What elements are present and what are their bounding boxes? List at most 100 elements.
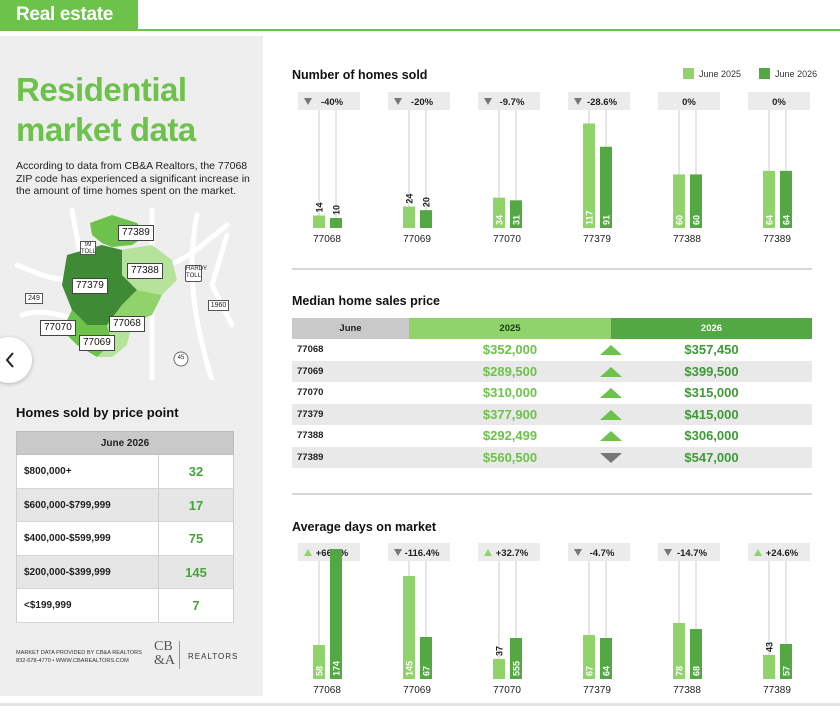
zip-cell: 77388 <box>297 430 324 441</box>
x-tick-label: 77389 <box>763 234 791 245</box>
bar-group-77068: -40% 14 10 77068 <box>298 92 360 245</box>
x-tick-label: 77389 <box>763 685 791 696</box>
down-arrow-icon <box>664 549 672 556</box>
bar-value-label: 60 <box>692 215 702 225</box>
change-badge <box>478 543 540 561</box>
price-2026-cell: $415,000 <box>684 406 739 422</box>
table-row: 77388 $292,499 $306,000 <box>292 425 812 447</box>
bar-2025-77070 <box>493 197 505 228</box>
map-label-77068: 77068 <box>109 316 145 332</box>
section-divider <box>292 493 812 495</box>
bar-2026-77388 <box>690 174 702 228</box>
hardy-toll-sign: HARDY TOLL <box>185 265 207 282</box>
section-divider <box>292 268 812 270</box>
price-range: $600,000-$799,999 <box>17 488 159 521</box>
up-arrow-icon <box>304 549 312 556</box>
bar-value-label: 117 <box>585 210 595 225</box>
bar-2025-77379 <box>583 635 595 679</box>
change-badge <box>568 543 630 561</box>
page-title: Residential market data <box>16 70 256 150</box>
bar-2025-77388 <box>673 623 685 679</box>
bar-value-label: 57 <box>782 666 792 676</box>
x-tick-label: 77070 <box>493 234 521 245</box>
bar-value-label: 174 <box>332 661 342 676</box>
header-2026: 2026 <box>611 318 812 339</box>
change-badge <box>388 543 450 561</box>
price-2026-cell: $357,450 <box>684 342 739 357</box>
header-2025: 2025 <box>409 318 611 339</box>
x-tick-label: 77379 <box>583 685 611 696</box>
map-label-77379: 77379 <box>72 278 108 294</box>
down-arrow-icon <box>394 98 402 105</box>
bar-group-77388: 0% 60 60 77388 <box>658 92 720 245</box>
days-market-title: Average days on market <box>292 520 437 534</box>
down-arrow-icon <box>394 549 402 556</box>
logo-top: CB <box>154 639 173 654</box>
price-count: 7 <box>192 598 200 613</box>
bar-value-label: 10 <box>332 205 342 215</box>
table-row: $800,000+ 32 <box>16 455 234 489</box>
zip-cell: 77069 <box>297 365 324 377</box>
top-bar: Real estate <box>0 0 840 33</box>
price-2025-cell: $352,000 <box>482 342 538 357</box>
title-line-2: market data <box>16 111 196 148</box>
down-arrow-icon <box>574 549 582 556</box>
price-2025-cell: $560,500 <box>482 449 538 465</box>
change-label: 0% <box>772 97 786 108</box>
bar-value-label: 91 <box>602 215 612 225</box>
credit-line-2: 832-678-4770 • WWW.CBAREALTORS.COM <box>16 658 129 664</box>
up-arrow-icon <box>754 549 762 556</box>
change-label: 0% <box>682 97 696 108</box>
table-row: 77379 $377,900 $415,000 <box>292 403 812 425</box>
bar-2025-77379 <box>583 123 595 228</box>
x-tick-label: 77388 <box>673 685 701 696</box>
days-market-svg: +66.7%5817477068-116.4%1456777069+32.7%3… <box>298 543 810 696</box>
change-badge <box>478 92 540 110</box>
bar-value-label: 68 <box>692 666 702 676</box>
price-2025-cell: $377,900 <box>482 406 538 422</box>
table-row: <$199,999 7 <box>16 589 234 623</box>
price-range: $200,000-$399,999 <box>17 555 159 588</box>
chart-legend: June 2025 June 2026 <box>683 68 817 79</box>
credit-line-1: MARKET DATA PROVIDED BY CB&A REALTORS <box>16 650 142 656</box>
change-label: -28.6% <box>587 97 618 108</box>
map-label-77069: 77069 <box>79 335 115 351</box>
header-june: June <box>292 318 409 339</box>
bar-group-77069: -116.4% 145 67 77069 <box>388 543 450 696</box>
bar-2026-77389 <box>780 170 792 228</box>
bar-2025-77070 <box>493 659 505 679</box>
change-badge <box>298 543 360 561</box>
bar-2025-77389 <box>763 655 775 679</box>
table-row: 77389 $560,500 $547,000 <box>292 446 812 468</box>
homes-sold-chart: -40% 14 10 77068 -20% 24 20 77069 -9.7% 34 31 77070… <box>292 90 822 250</box>
data-credit: MARKET DATA PROVIDED BY CB&A REALTORS 83… <box>16 649 151 665</box>
zip-cell: 77389 <box>297 451 324 463</box>
price-point-table: June 2026 $800,000+ 32 $600,000-$799,999… <box>16 431 234 623</box>
down-arrow-icon <box>304 98 312 105</box>
table-row: 77069 $289,500 $399,500 <box>292 360 812 382</box>
road-99-toll-text: TOLL <box>81 249 96 255</box>
bar-group-77379: -4.7% 67 64 77379 <box>568 543 630 696</box>
bar-2026-77070 <box>510 638 522 679</box>
change-badge <box>388 92 450 110</box>
legend-swatch-2025 <box>683 68 694 79</box>
change-badge <box>748 92 810 110</box>
bar-group-77070: -9.7% 34 31 77070 <box>478 92 540 245</box>
bar-value-label: 58 <box>315 666 325 676</box>
price-range: $400,000-$599,999 <box>17 522 159 555</box>
road-99-text: 99 <box>84 242 92 248</box>
road-1960-sign: 1960 <box>208 300 229 311</box>
bar-group-77389: 0% 64 64 77389 <box>748 92 810 245</box>
homes-sold-title: Number of homes sold <box>292 68 428 82</box>
header-rule <box>138 29 840 31</box>
bar-value-label: 24 <box>405 194 415 204</box>
cba-logo: CB &A <box>154 640 175 668</box>
bar-value-label: 64 <box>765 215 775 225</box>
change-badge <box>298 92 360 110</box>
bar-group-77379: -28.6% 117 91 77379 <box>568 92 630 245</box>
table-row: $200,000-$399,999 145 <box>16 555 234 589</box>
bar-2025-77068 <box>313 215 325 228</box>
bottom-rule <box>0 703 840 706</box>
up-arrow-icon <box>484 549 492 556</box>
